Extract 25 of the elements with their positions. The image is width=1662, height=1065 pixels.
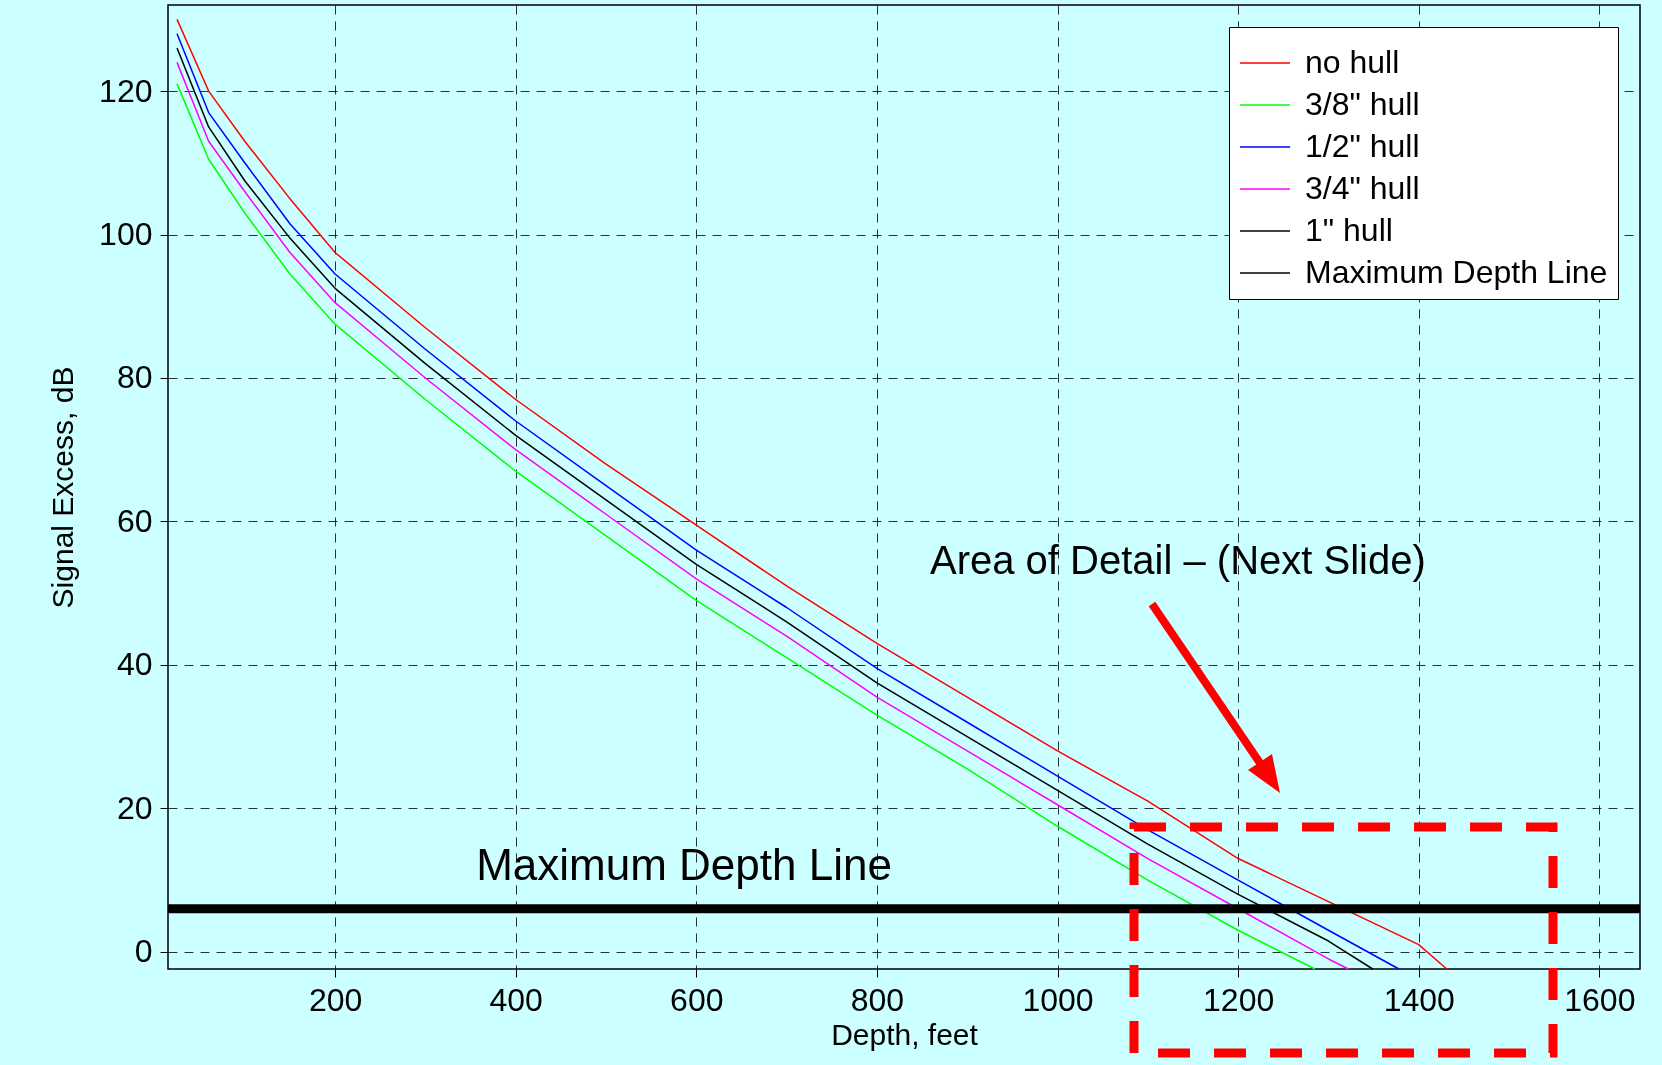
x-tick-label: 1400 [1383, 981, 1455, 1018]
legend-label: Maximum Depth Line [1305, 254, 1608, 290]
y-tick-label: 80 [116, 359, 153, 396]
x-tick-label: 1000 [1022, 981, 1094, 1018]
annotation: Area of Detail – (Next Slide) [930, 538, 1426, 583]
x-tick-label: 1600 [1564, 981, 1636, 1018]
legend-label: 1/2" hull [1305, 128, 1420, 164]
legend-label: no hull [1305, 44, 1400, 80]
legend-label: 1" hull [1305, 212, 1393, 248]
y-tick-label: 60 [116, 502, 153, 539]
x-tick-label: 600 [670, 981, 724, 1018]
y-tick-label: 120 [99, 72, 153, 109]
x-tick-label: 400 [489, 981, 543, 1018]
y-tick-label: 0 [134, 933, 153, 970]
x-tick-label: 200 [308, 981, 363, 1018]
legend-label: 3/4" hull [1305, 170, 1420, 206]
x-axis-title: Depth, feet [831, 1017, 979, 1051]
legend-label: 3/8" hull [1305, 86, 1420, 122]
annotation: Maximum Depth Line [476, 840, 892, 889]
y-tick-label: 40 [116, 646, 153, 683]
y-tick-label: 20 [116, 789, 153, 826]
x-tick-label: 800 [850, 981, 905, 1018]
y-tick-label: 100 [99, 216, 153, 253]
y-axis-title: Signal Excess, dB [46, 366, 80, 609]
x-tick-label: 1200 [1203, 981, 1275, 1018]
